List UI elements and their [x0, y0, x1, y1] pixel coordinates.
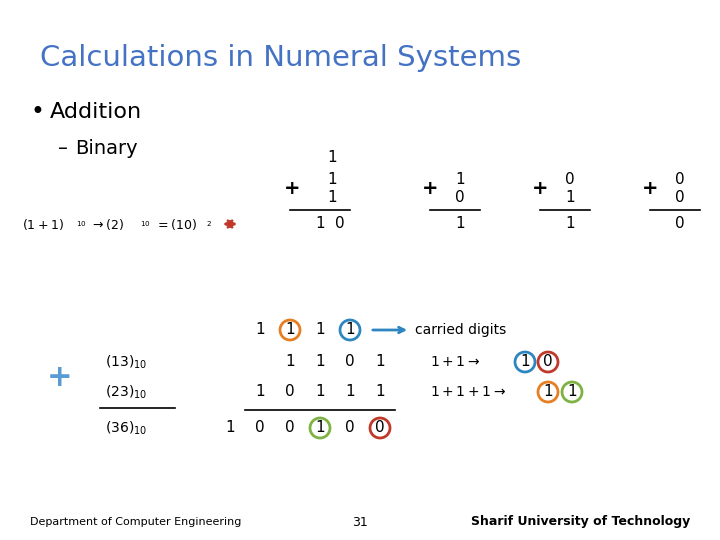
Text: Calculations in Numeral Systems: Calculations in Numeral Systems: [40, 44, 521, 72]
Text: 1: 1: [375, 354, 384, 369]
Text: 1: 1: [315, 421, 325, 435]
Text: +: +: [48, 362, 73, 392]
Text: $(13)_{10}$: $(13)_{10}$: [105, 353, 148, 370]
Text: 0: 0: [675, 217, 685, 232]
Text: 0: 0: [543, 354, 553, 369]
Text: $_{2}$: $_{2}$: [206, 219, 212, 229]
Text: 1: 1: [345, 384, 355, 400]
Text: $\rightarrow(2)$: $\rightarrow(2)$: [90, 217, 124, 232]
Text: $=(10)$: $=(10)$: [155, 217, 197, 232]
Text: 1: 1: [455, 217, 465, 232]
Text: 0: 0: [285, 421, 294, 435]
Text: –: –: [58, 138, 74, 158]
Text: $(36)_{10}$: $(36)_{10}$: [105, 419, 148, 437]
Text: 1: 1: [327, 172, 337, 187]
Text: 1: 1: [255, 384, 265, 400]
Text: Addition: Addition: [50, 102, 142, 122]
Text: 0: 0: [455, 191, 465, 206]
FancyArrowPatch shape: [225, 221, 235, 227]
Text: Binary: Binary: [75, 138, 138, 158]
Text: 1: 1: [225, 421, 235, 435]
Text: 0: 0: [375, 421, 384, 435]
Text: $(1+1)$: $(1+1)$: [22, 217, 64, 232]
Text: 0: 0: [336, 217, 345, 232]
Text: $_{10}$: $_{10}$: [76, 219, 87, 229]
Text: 0: 0: [675, 191, 685, 206]
Text: $(23)_{10}$: $(23)_{10}$: [105, 383, 148, 401]
Text: carried digits: carried digits: [415, 323, 506, 337]
Text: 1: 1: [327, 151, 337, 165]
Text: 1: 1: [327, 191, 337, 206]
Text: +: +: [532, 179, 548, 199]
Text: +: +: [422, 179, 438, 199]
Text: 1: 1: [565, 217, 575, 232]
Text: 1: 1: [455, 172, 465, 187]
Text: 1: 1: [315, 217, 325, 232]
Text: +: +: [642, 179, 658, 199]
Text: +: +: [284, 179, 300, 199]
Text: 1: 1: [345, 322, 355, 338]
Text: Department of Computer Engineering: Department of Computer Engineering: [30, 517, 241, 527]
Text: $_{10}$: $_{10}$: [140, 219, 151, 229]
Text: 0: 0: [255, 421, 265, 435]
Text: 0: 0: [675, 172, 685, 187]
Text: 1: 1: [375, 384, 384, 400]
Text: 1: 1: [567, 384, 577, 400]
Text: 1: 1: [520, 354, 530, 369]
Text: 0: 0: [345, 421, 355, 435]
Text: Sharif University of Technology: Sharif University of Technology: [471, 516, 690, 529]
Text: 1: 1: [255, 322, 265, 338]
Text: $1+1\rightarrow$: $1+1\rightarrow$: [430, 355, 480, 369]
Text: 1: 1: [565, 191, 575, 206]
Text: 1: 1: [543, 384, 553, 400]
Text: 0: 0: [345, 354, 355, 369]
Text: 0: 0: [565, 172, 575, 187]
Text: 1: 1: [315, 322, 325, 338]
Text: 1: 1: [315, 384, 325, 400]
Text: 1: 1: [285, 322, 294, 338]
Text: 1: 1: [285, 354, 294, 369]
Text: 1: 1: [315, 354, 325, 369]
Text: 31: 31: [352, 516, 368, 529]
Text: $1+1+1\rightarrow$: $1+1+1\rightarrow$: [430, 385, 506, 399]
Text: •: •: [30, 100, 44, 124]
Text: 0: 0: [285, 384, 294, 400]
